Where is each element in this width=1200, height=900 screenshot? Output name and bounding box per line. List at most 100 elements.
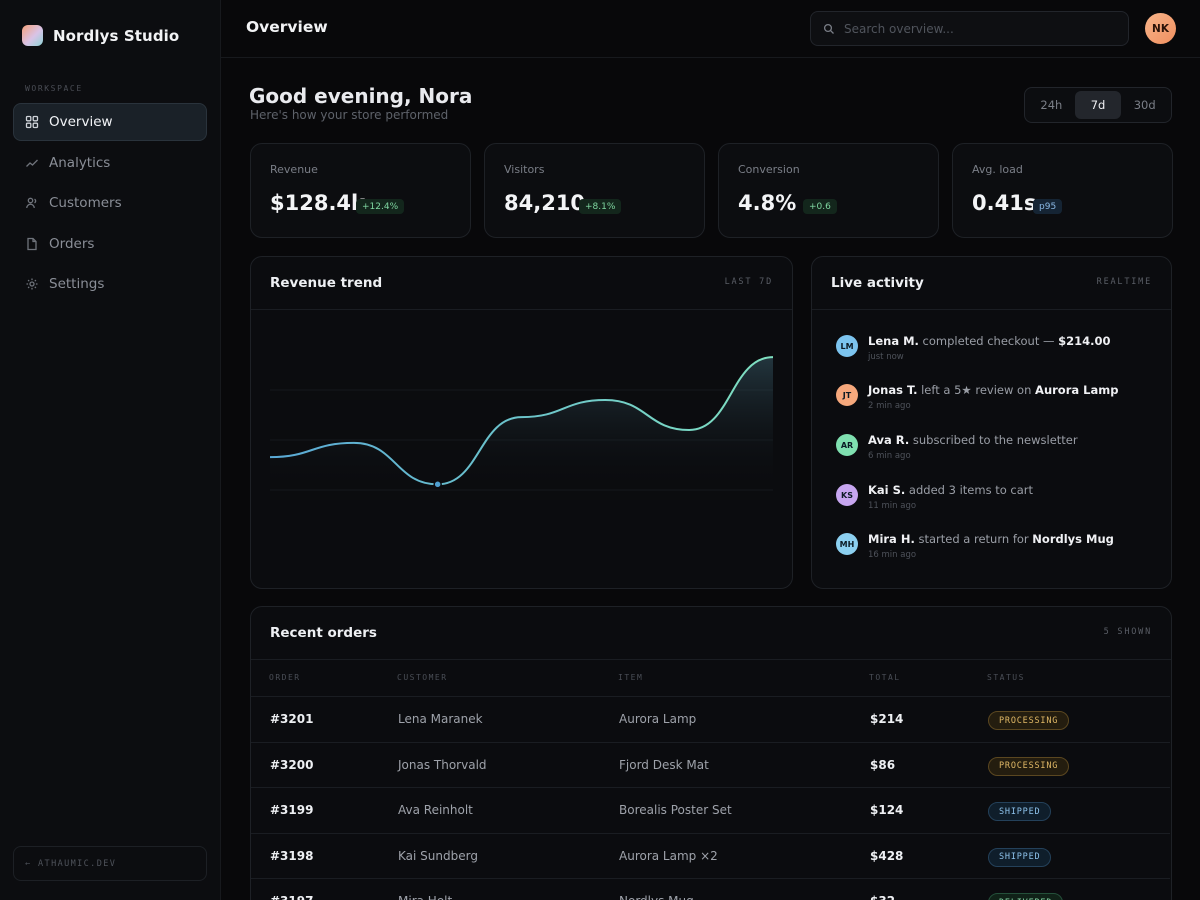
- activity-text: Ava R. subscribed to the newsletter: [868, 433, 1078, 448]
- revenue-chart[interactable]: [251, 310, 792, 588]
- activity-text: Lena M. completed checkout — $214.00: [868, 334, 1111, 349]
- activity-time: 2 min ago: [868, 401, 911, 411]
- order-total: $32: [870, 894, 895, 900]
- status-badge: PROCESSING: [988, 756, 1070, 776]
- search-input[interactable]: [844, 21, 1114, 36]
- kpi-label: Conversion: [738, 163, 800, 176]
- range-option-7d[interactable]: 7d: [1074, 91, 1122, 119]
- kpi-change-badge: +12.4%: [356, 199, 405, 214]
- activity-item[interactable]: MH Mira H. started a return for Nordlys …: [836, 532, 1114, 560]
- activity-time: 16 min ago: [868, 550, 917, 560]
- order-total: $86: [870, 757, 896, 772]
- kpi-label: Visitors: [504, 163, 545, 176]
- trend-icon: [25, 156, 39, 170]
- live-activity-panel: Live activity REALTIME LM Lena M. comple…: [811, 256, 1172, 589]
- table-row[interactable]: #3197 Mira Holt Nordlys Mug $32 DELIVERED: [251, 878, 1170, 900]
- panel-title: Live activity: [831, 275, 924, 291]
- greeting-subtitle: Here's how your store performed: [250, 108, 449, 122]
- sidebar-item-label: Analytics: [49, 154, 111, 171]
- sidebar-item-analytics[interactable]: Analytics: [13, 144, 207, 182]
- search-icon: [823, 23, 835, 35]
- activity-item[interactable]: LM Lena M. completed checkout — $214.00 …: [836, 334, 1111, 362]
- activity-time: 6 min ago: [868, 451, 911, 461]
- sidebar-footer-link[interactable]: ← ATHAUMIC.DEV: [13, 846, 207, 881]
- activity-text: Kai S. added 3 items to cart: [868, 483, 1033, 498]
- activity-avatar: KS: [836, 484, 858, 506]
- sidebar-item-overview[interactable]: Overview: [13, 103, 207, 141]
- activity-item[interactable]: JT Jonas T. left a 5★ review on Aurora L…: [836, 383, 1118, 411]
- kpi-label: Revenue: [270, 163, 318, 176]
- order-id: #3200: [270, 757, 314, 772]
- status-badge: SHIPPED: [988, 802, 1052, 821]
- order-total: $428: [870, 848, 904, 863]
- sidebar: Nordlys Studio WORKSPACE Overview Analyt…: [0, 0, 221, 900]
- order-customer: Jonas Thorvald: [398, 757, 487, 772]
- revenue-trend-panel: Revenue trend LAST 7D: [250, 256, 793, 589]
- sidebar-item-label: Overview: [49, 114, 113, 130]
- range-option-30d[interactable]: 30d: [1133, 98, 1156, 112]
- table-row[interactable]: #3199 Ava Reinholt Borealis Poster Set $124…: [251, 787, 1170, 833]
- activity-target: Aurora Lamp: [1035, 383, 1119, 397]
- kpi-label: Avg. load: [972, 163, 1023, 176]
- chart-data-point[interactable]: [433, 480, 442, 489]
- column-header-total[interactable]: TOTAL: [869, 673, 901, 682]
- status-badge: SHIPPED: [988, 847, 1052, 867]
- activity-action: added 3 items to cart: [905, 483, 1034, 497]
- column-header-status[interactable]: STATUS: [987, 673, 1025, 682]
- activity-text: Jonas T. left a 5★ review on Aurora Lamp: [868, 383, 1118, 398]
- status-badge: PROCESSING: [988, 711, 1070, 730]
- user-avatar[interactable]: NK: [1145, 13, 1176, 44]
- topbar: Overview NK: [221, 0, 1200, 58]
- kpi-card-revenue: Revenue $128.4k +12.4%: [250, 143, 471, 238]
- range-option-24h[interactable]: 24h: [1040, 98, 1063, 112]
- kpi-card-visitors: Visitors 84,210 +8.1%: [484, 143, 705, 238]
- column-header-item[interactable]: ITEM: [618, 673, 644, 682]
- panel-title: Recent orders: [270, 625, 377, 641]
- sidebar-item-orders[interactable]: Orders: [13, 225, 207, 263]
- activity-actor: Kai S.: [868, 483, 906, 497]
- activity-avatar: AR: [836, 434, 858, 456]
- activity-action: subscribed to the newsletter: [909, 433, 1078, 447]
- grid-icon: [25, 115, 39, 129]
- activity-action: started a return for: [914, 532, 1033, 546]
- activity-item[interactable]: KS Kai S. added 3 items to cart 11 min a…: [836, 483, 1033, 511]
- activity-actor: Ava R.: [868, 433, 910, 447]
- panel-meta: 5 SHOWN: [1103, 627, 1152, 637]
- sidebar-nav: Overview Analytics Customers Orders Sett…: [13, 103, 207, 306]
- column-header-customer[interactable]: CUSTOMER: [397, 673, 448, 682]
- activity-avatar: JT: [836, 384, 858, 406]
- panel-header: Revenue trend LAST 7D: [251, 257, 792, 310]
- sidebar-item-label: Settings: [49, 276, 105, 292]
- kpi-p95-badge: p95: [1033, 199, 1063, 214]
- panel-header: Live activity REALTIME: [812, 257, 1171, 310]
- table-row[interactable]: #3200 Jonas Thorvald Fjord Desk Mat $86 PROC…: [251, 741, 1170, 788]
- search-box[interactable]: [810, 11, 1129, 46]
- table-row[interactable]: #3201 Lena Maranek Aurora Lamp $214 PROCESSI…: [251, 696, 1170, 742]
- time-range-selector: 24h 7d 30d: [1024, 87, 1172, 123]
- order-customer: Ava Reinholt: [398, 803, 473, 817]
- users-icon: [25, 196, 39, 210]
- chart-area-fill: [270, 357, 773, 490]
- brand[interactable]: Nordlys Studio: [22, 25, 179, 46]
- panel-header: Recent orders 5 SHOWN: [251, 607, 1171, 660]
- table-row[interactable]: #3198 Kai Sundberg Aurora Lamp ×2 $428 SHIPP…: [251, 832, 1170, 879]
- kpi-value: $128.4k: [270, 191, 366, 215]
- activity-actor: Lena M.: [868, 334, 919, 348]
- activity-action: left a 5★ review on: [917, 383, 1036, 397]
- activity-item[interactable]: AR Ava R. subscribed to the newsletter 6…: [836, 433, 1078, 461]
- gear-icon: [25, 277, 39, 291]
- order-id: #3198: [270, 848, 314, 863]
- activity-time: just now: [868, 352, 904, 362]
- workspace-section-label: WORKSPACE: [25, 84, 83, 93]
- sidebar-item-settings[interactable]: Settings: [13, 265, 207, 303]
- sidebar-item-customers[interactable]: Customers: [13, 184, 207, 222]
- column-header-order[interactable]: ORDER: [269, 673, 301, 682]
- order-item: Borealis Poster Set: [619, 803, 732, 817]
- order-item: Nordlys Mug: [619, 894, 694, 900]
- kpi-change-badge: +8.1%: [579, 199, 622, 214]
- order-id: #3199: [270, 803, 314, 817]
- activity-text: Mira H. started a return for Nordlys Mug: [868, 532, 1114, 547]
- order-customer: Lena Maranek: [398, 712, 483, 726]
- order-id: #3201: [270, 712, 314, 726]
- document-icon: [25, 237, 39, 251]
